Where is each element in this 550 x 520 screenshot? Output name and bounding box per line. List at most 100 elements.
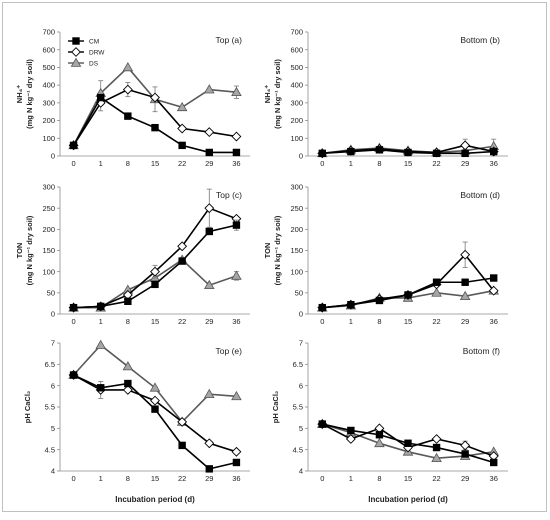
series-cm xyxy=(69,93,241,157)
data-point-drw xyxy=(177,241,188,252)
y-axis-label: (mg N kg⁻¹ dry soil) xyxy=(25,59,34,129)
y-axis-label: TON xyxy=(15,243,24,259)
y-tick-label: 100 xyxy=(42,267,55,276)
x-tick-label: 15 xyxy=(151,317,159,326)
panel-title: Bottom (f) xyxy=(463,346,500,356)
x-tick-label: 15 xyxy=(404,474,412,483)
y-tick-label: 0 xyxy=(299,310,303,319)
data-point-ds xyxy=(203,279,215,290)
x-tick-label: 8 xyxy=(377,317,381,326)
y-tick-label: 300 xyxy=(290,183,303,192)
data-point-ds xyxy=(203,388,215,399)
y-tick-label: 300 xyxy=(290,98,303,107)
y-tick-label: 700 xyxy=(42,28,55,37)
x-tick-label: 8 xyxy=(126,474,130,483)
y-axis-label: NH₄⁺ xyxy=(15,85,24,103)
x-tick-label: 15 xyxy=(151,474,159,483)
y-tick-label: 300 xyxy=(42,183,55,192)
y-tick-label: 4 xyxy=(299,467,303,476)
x-tick-label: 36 xyxy=(232,474,240,483)
y-axis-label: (mg N kg⁻¹ dry soil) xyxy=(25,215,34,285)
data-point-drw xyxy=(177,416,188,427)
y-tick-label: 6.5 xyxy=(293,360,303,369)
y-axis-label: TON xyxy=(263,243,272,259)
data-point-cm xyxy=(318,420,326,428)
data-point-cm xyxy=(461,149,469,158)
chart-panel-3: 0 50 100 150 200 250 300 0 1 8 15 22 29 36 TON (mg N kg… xyxy=(15,183,250,326)
series-cm xyxy=(69,219,241,312)
data-point-cm xyxy=(178,257,186,265)
x-tick-label: 36 xyxy=(490,159,498,168)
data-point-drw xyxy=(204,127,215,138)
chart-panel-2: 0 100 200 300 400 500 600 700 0 1 8 15 22 29 36 NH₄⁺ (mg… xyxy=(263,28,508,168)
data-point-cm xyxy=(375,146,384,154)
x-tick-label: 8 xyxy=(377,474,381,483)
x-tick-label: 29 xyxy=(461,474,469,483)
x-tick-label: 22 xyxy=(178,317,186,326)
y-tick-label: 5 xyxy=(299,424,303,433)
x-tick-label: 0 xyxy=(320,159,324,168)
y-tick-label: 5.5 xyxy=(293,403,303,412)
series-cm xyxy=(318,420,498,467)
data-point-drw xyxy=(150,92,160,103)
data-point-ds xyxy=(231,390,242,401)
y-tick-label: 0 xyxy=(299,152,303,161)
data-point-cm xyxy=(232,221,241,229)
data-point-cm xyxy=(432,278,441,286)
data-point-cm xyxy=(124,379,132,388)
data-point-ds xyxy=(122,361,134,371)
data-point-cm xyxy=(404,148,412,157)
y-tick-label: 0 xyxy=(51,310,55,319)
data-point-drw xyxy=(122,84,133,95)
x-tick-label: 29 xyxy=(205,474,213,483)
data-point-cm xyxy=(69,141,78,150)
data-point-cm xyxy=(404,439,412,447)
data-point-cm xyxy=(347,426,355,435)
y-tick-label: 300 xyxy=(42,98,55,107)
y-axis-label: pH CaCl₂ xyxy=(271,391,280,424)
data-point-cm xyxy=(232,458,241,467)
y-tick-label: 200 xyxy=(290,225,303,234)
y-tick-label: 50 xyxy=(295,288,303,297)
data-point-cm xyxy=(69,303,78,312)
data-point-cm xyxy=(124,297,132,305)
x-tick-label: 36 xyxy=(232,159,240,168)
data-point-ds xyxy=(459,290,471,301)
data-point-drw xyxy=(431,434,442,444)
data-point-cm xyxy=(347,300,355,309)
figure-frame xyxy=(2,2,547,512)
data-point-cm xyxy=(490,274,498,282)
legend-marker-ds xyxy=(70,57,82,67)
data-point-drw xyxy=(488,285,499,296)
y-tick-label: 600 xyxy=(290,45,303,54)
y-tick-label: 100 xyxy=(290,134,303,143)
data-point-ds xyxy=(149,382,161,392)
legend-label: DRW xyxy=(89,49,105,56)
data-point-cm xyxy=(205,227,213,236)
x-tick-label: 0 xyxy=(71,317,75,326)
data-point-cm xyxy=(461,278,469,286)
y-tick-label: 500 xyxy=(290,63,303,72)
data-point-cm xyxy=(97,302,105,311)
y-tick-label: 100 xyxy=(290,267,303,276)
y-tick-label: 600 xyxy=(42,45,55,54)
chart-panel-4: 0 50 100 150 200 250 300 0 1 8 15 22 29 36 TON (mg N kg… xyxy=(263,183,508,326)
data-point-ds xyxy=(203,84,215,94)
data-point-drw xyxy=(150,395,160,406)
y-tick-label: 5 xyxy=(51,424,55,433)
data-point-cm xyxy=(151,405,159,413)
x-tick-label: 1 xyxy=(349,474,353,483)
data-point-drw xyxy=(204,438,215,449)
data-point-cm xyxy=(375,431,384,439)
data-point-drw xyxy=(231,131,242,142)
y-tick-label: 250 xyxy=(42,204,55,213)
data-point-drw xyxy=(177,123,188,134)
y-axis-label: NH₄⁺ xyxy=(263,85,272,103)
data-point-ds xyxy=(231,86,242,97)
y-tick-label: 200 xyxy=(42,116,55,125)
panel-title: Top (a) xyxy=(216,35,243,45)
data-point-drw xyxy=(231,446,242,457)
data-point-cm xyxy=(124,112,132,120)
x-tick-label: 0 xyxy=(71,159,75,168)
